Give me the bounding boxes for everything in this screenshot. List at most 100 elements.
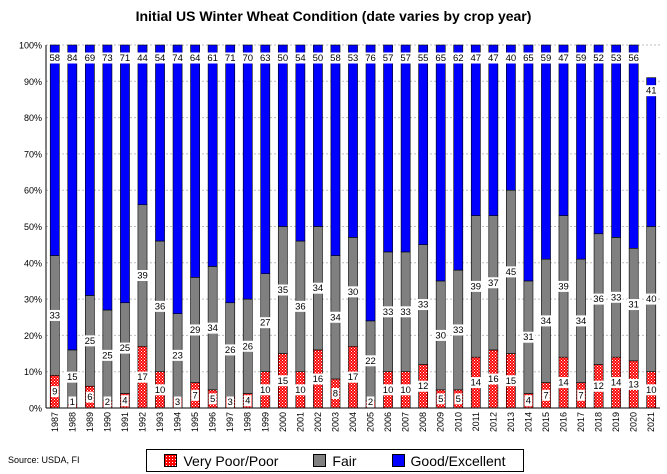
- data-label-fair: 33: [418, 300, 429, 311]
- legend-swatch-good-excellent: [391, 454, 405, 467]
- data-label-fair: 33: [383, 307, 394, 318]
- data-label-good-excellent: 57: [383, 53, 394, 64]
- data-label-good-excellent: 71: [225, 53, 236, 64]
- data-label-good-excellent: 65: [435, 53, 446, 64]
- data-label-good-excellent: 41: [646, 86, 657, 97]
- data-label-fair: 25: [85, 336, 96, 347]
- data-label-bg: [65, 371, 79, 383]
- bar-segment-good-excellent: [137, 44, 148, 206]
- x-tick-label: 2019: [611, 412, 621, 432]
- legend-swatch-fair: [313, 454, 327, 467]
- data-label-very-poor-poor: 5: [438, 394, 443, 405]
- data-label-bg: [153, 52, 167, 64]
- data-label-fair: 36: [155, 301, 166, 312]
- data-label-good-excellent: 54: [295, 53, 306, 64]
- y-tick-label: 20%: [24, 331, 42, 341]
- x-tick-label: 1991: [120, 412, 130, 432]
- data-label-fair: 25: [120, 343, 131, 354]
- data-label-bg: [521, 331, 536, 343]
- data-label-fair: 23: [172, 350, 183, 361]
- y-tick-label: 50%: [24, 222, 42, 232]
- data-label-bg: [556, 52, 571, 64]
- data-label-very-poor-poor: 4: [245, 396, 250, 407]
- data-label-bg: [86, 391, 94, 403]
- data-label-fair: 36: [593, 294, 604, 305]
- data-label-bg: [609, 291, 623, 303]
- x-tick-label: 1998: [243, 412, 253, 432]
- data-label-bg: [208, 393, 217, 405]
- bar-segment-good-excellent: [260, 44, 271, 274]
- data-label-bg: [188, 52, 202, 64]
- data-label-very-poor-poor: 7: [543, 390, 548, 401]
- data-label-bg: [331, 387, 340, 399]
- data-label-bg: [65, 52, 79, 64]
- bar-segment-good-excellent: [628, 44, 639, 249]
- legend-label-fair: Fair: [332, 452, 357, 469]
- data-labels: 9335811584625692257342571173944103654323…: [48, 52, 658, 408]
- data-label-very-poor-poor: 7: [578, 390, 583, 401]
- data-label-fair: 36: [295, 301, 306, 312]
- data-label-bg: [627, 52, 641, 64]
- data-label-bg: [436, 393, 445, 405]
- x-tick-label: 1997: [225, 412, 235, 432]
- data-label-fair: 30: [348, 287, 359, 298]
- data-label-bg: [83, 52, 97, 64]
- data-label-fair: 39: [558, 281, 569, 292]
- legend-entry-good-excellent: Good/Excellent: [391, 452, 506, 469]
- data-label-good-excellent: 52: [593, 53, 604, 64]
- bar-segment-good-excellent: [49, 44, 60, 256]
- data-label-good-excellent: 44: [137, 53, 148, 64]
- data-label-very-poor-poor: 10: [383, 385, 394, 396]
- bars: [49, 44, 657, 409]
- data-label-good-excellent: 84: [67, 53, 78, 64]
- data-label-very-poor-poor: 4: [122, 396, 127, 407]
- y-tick-label: 90%: [24, 77, 42, 87]
- data-label-fair: 34: [541, 316, 552, 327]
- data-label-bg: [556, 377, 571, 389]
- data-label-very-poor-poor: 14: [558, 378, 569, 389]
- data-label-very-poor-poor: 5: [210, 394, 215, 405]
- data-label-bg: [399, 306, 413, 318]
- bar-segment-good-excellent: [435, 44, 446, 282]
- data-label-bg: [434, 329, 448, 341]
- x-tick-label: 1996: [208, 412, 218, 432]
- legend: Very Poor/Poor Fair Good/Excellent: [146, 449, 524, 472]
- data-label-bg: [293, 384, 307, 396]
- data-label-bg: [135, 371, 150, 383]
- data-label-bg: [170, 349, 185, 361]
- data-label-bg: [48, 309, 62, 321]
- x-tick-label: 2015: [541, 412, 551, 432]
- data-label-bg: [469, 52, 483, 64]
- data-label-fair: 31: [628, 300, 639, 311]
- x-tick-label: 2006: [383, 412, 393, 432]
- bar-segment-good-excellent: [277, 44, 288, 227]
- data-label-very-poor-poor: 13: [628, 379, 639, 390]
- bar-segment-good-excellent: [611, 44, 622, 238]
- data-label-bg: [521, 52, 536, 64]
- x-tick-label: 2018: [594, 412, 604, 432]
- y-tick-label: 80%: [24, 113, 42, 123]
- data-label-good-excellent: 61: [207, 53, 218, 64]
- data-label-very-poor-poor: 10: [260, 385, 271, 396]
- data-label-very-poor-poor: 3: [228, 397, 233, 408]
- data-label-very-poor-poor: 10: [400, 385, 411, 396]
- data-label-good-excellent: 58: [330, 53, 341, 64]
- x-tick-label: 2017: [576, 412, 586, 432]
- data-label-fair: 34: [576, 316, 587, 327]
- data-label-fair: 33: [611, 292, 622, 303]
- x-tick-label: 1988: [67, 412, 77, 432]
- data-label-bg: [366, 396, 375, 408]
- data-label-bg: [627, 378, 641, 390]
- data-label-bg: [609, 377, 623, 389]
- bar-segment-good-excellent: [313, 44, 323, 227]
- data-label-very-poor-poor: 14: [471, 378, 482, 389]
- data-label-fair: 33: [49, 310, 60, 321]
- data-label-bg: [504, 375, 518, 387]
- data-label-good-excellent: 59: [576, 53, 587, 64]
- data-label-good-excellent: 59: [541, 53, 552, 64]
- data-label-fair: 26: [242, 341, 253, 352]
- data-label-bg: [223, 52, 237, 64]
- legend-label-good-excellent: Good/Excellent: [410, 452, 506, 469]
- data-label-bg: [627, 299, 641, 311]
- data-label-good-excellent: 73: [102, 53, 113, 64]
